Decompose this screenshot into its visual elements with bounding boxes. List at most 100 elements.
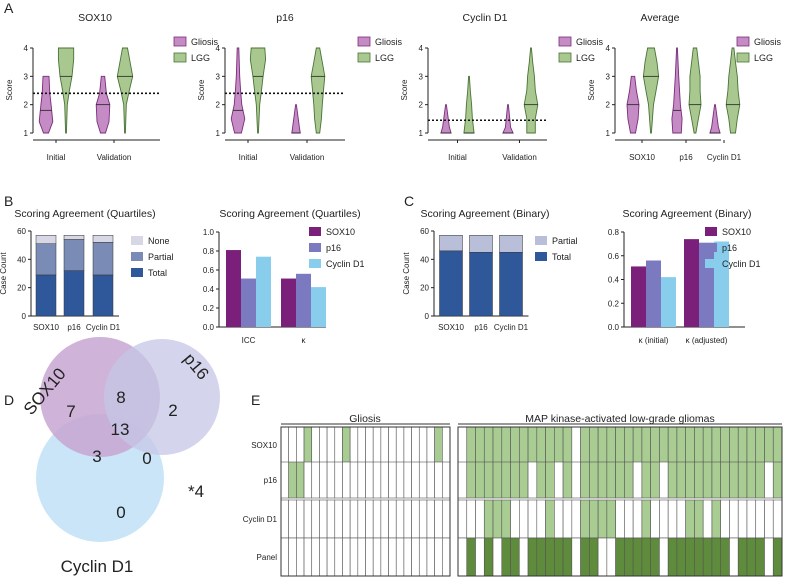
heatmap-cell-gliosis-2-17 bbox=[411, 499, 420, 539]
heatmap-cell-lgg-2-36 bbox=[772, 499, 783, 539]
bar-4-1-total bbox=[63, 270, 85, 317]
heatmap-cell-lgg-1-36 bbox=[772, 461, 783, 499]
bar-5-0-0 bbox=[226, 250, 241, 327]
heatmap-cell-gliosis-1-21 bbox=[442, 461, 451, 499]
heatmap-cell-lgg-3-35 bbox=[764, 537, 774, 577]
heatmap-cell-lgg-2-22 bbox=[650, 499, 660, 539]
heatmap-cell-gliosis-2-19 bbox=[426, 499, 435, 539]
legend-label-b6-1: Total bbox=[552, 252, 571, 262]
heatmap-cell-gliosis-3-15 bbox=[395, 537, 405, 577]
heatmap-cell-gliosis-1-19 bbox=[426, 461, 435, 499]
heatmap-cell-lgg-3-6 bbox=[510, 537, 520, 577]
heatmap-cell-gliosis-0-18 bbox=[418, 426, 428, 464]
bar-7-1-1 bbox=[699, 242, 714, 327]
x-tick-label-2-0: Initial bbox=[448, 153, 467, 162]
heatmap-cell-gliosis-0-1 bbox=[288, 426, 297, 464]
heatmap-cell-lgg-2-23 bbox=[659, 499, 669, 539]
heatmap-cell-lgg-1-18 bbox=[615, 461, 625, 499]
heatmap-cell-lgg-3-12 bbox=[562, 537, 573, 577]
heatmap-cell-lgg-1-30 bbox=[720, 461, 730, 499]
x-tick-label-1-1: Validation bbox=[290, 153, 325, 162]
heatmap-cell-lgg-2-14 bbox=[580, 499, 590, 539]
heatmap-cell-lgg-3-7 bbox=[518, 537, 529, 577]
heatmap-cell-lgg-1-28 bbox=[702, 461, 713, 499]
heatmap-cell-gliosis-0-8 bbox=[342, 426, 351, 464]
heatmap-cell-lgg-3-11 bbox=[554, 537, 564, 577]
heatmap-cell-lgg-0-18 bbox=[615, 426, 625, 464]
heatmap-cell-lgg-3-16 bbox=[597, 537, 608, 577]
violin-title-3: Average bbox=[641, 12, 680, 24]
violin-1-0-lgg bbox=[249, 47, 267, 134]
heatmap-cell-lgg-1-6 bbox=[510, 461, 520, 499]
y-tick-label-2-1: 2 bbox=[419, 101, 424, 110]
panel-label-b: B bbox=[4, 193, 13, 209]
heatmap-cell-lgg-2-31 bbox=[729, 499, 739, 539]
violin-3-2-gliosis bbox=[709, 104, 721, 134]
legend-swatch-a1-0 bbox=[357, 36, 371, 47]
heatmap-cell-lgg-2-33 bbox=[746, 499, 757, 539]
heatmap-cell-lgg-3-20 bbox=[632, 537, 643, 577]
x-tick-label-6-1: p16 bbox=[474, 323, 488, 332]
y-tick-label-5-4: 0.8 bbox=[203, 247, 215, 256]
violin-3-0-lgg bbox=[642, 47, 660, 134]
x-tick-label-0-1: Validation bbox=[97, 153, 132, 162]
y-tick-label-6-0: 0 bbox=[425, 312, 430, 321]
venn-value-sox10-only: 7 bbox=[66, 402, 75, 421]
heatmap-group-0: Gliosis bbox=[349, 413, 381, 425]
heatmap-cell-gliosis-2-5 bbox=[319, 499, 328, 539]
heatmap-cell-gliosis-1-17 bbox=[411, 461, 420, 499]
heatmap-cell-lgg-0-8 bbox=[527, 426, 538, 464]
x-tick-label-4-1: p16 bbox=[67, 323, 81, 332]
heatmap-cell-lgg-3-21 bbox=[641, 537, 651, 577]
heatmap-cell-lgg-1-4 bbox=[492, 461, 503, 499]
heatmap-cell-lgg-0-17 bbox=[606, 426, 616, 464]
bar-5-1-1 bbox=[296, 273, 311, 327]
bar-4-1-partial bbox=[63, 239, 85, 271]
heatmap-cell-lgg-0-2 bbox=[475, 426, 485, 464]
y-tick-label-6-3: 60 bbox=[420, 227, 429, 236]
heatmap-cell-lgg-0-11 bbox=[554, 426, 564, 464]
heatmap-cell-gliosis-3-16 bbox=[403, 537, 412, 577]
legend-label-a1-1: LGG bbox=[375, 53, 394, 63]
venn-value-p16-only: 2 bbox=[168, 401, 177, 420]
bar-5-1-0 bbox=[281, 278, 296, 327]
heatmap-cell-lgg-2-17 bbox=[606, 499, 616, 539]
heatmap-cell-lgg-0-20 bbox=[632, 426, 643, 464]
heatmap-cell-lgg-1-13 bbox=[571, 461, 581, 499]
legend-swatch-g7-2 bbox=[705, 259, 717, 268]
violin-3-2-lgg bbox=[725, 47, 741, 134]
heatmap-cell-gliosis-1-15 bbox=[395, 461, 405, 499]
bar-5-0-1 bbox=[241, 278, 256, 327]
heatmap-cell-gliosis-0-14 bbox=[388, 426, 397, 464]
heatmap-cell-gliosis-0-5 bbox=[319, 426, 328, 464]
heatmap-cell-lgg-2-0 bbox=[457, 499, 468, 539]
bar-6-2-partial bbox=[499, 235, 523, 253]
heatmap-cell-lgg-2-30 bbox=[720, 499, 730, 539]
violin-1-1-gliosis bbox=[291, 104, 301, 134]
heatmap-cell-gliosis-2-0 bbox=[280, 499, 289, 539]
bar-4-0-total bbox=[35, 274, 57, 317]
heatmap-cell-lgg-2-21 bbox=[641, 499, 651, 539]
heatmap-cell-lgg-1-22 bbox=[650, 461, 660, 499]
heatmap-cell-gliosis-0-7 bbox=[334, 426, 343, 464]
heatmap-cell-gliosis-3-4 bbox=[311, 537, 320, 577]
heatmap-cell-gliosis-0-11 bbox=[365, 426, 374, 464]
heatmap-cell-gliosis-3-11 bbox=[365, 537, 374, 577]
heatmap-cell-lgg-0-15 bbox=[589, 426, 599, 464]
y-tick-label-4-0: 0 bbox=[22, 312, 27, 321]
heatmap-cell-lgg-2-5 bbox=[501, 499, 511, 539]
venn-outside-count: *4 bbox=[188, 482, 204, 501]
venn-value-sox10-p16: 8 bbox=[116, 388, 125, 407]
heatmap-cell-lgg-0-12 bbox=[562, 426, 573, 464]
violin-2-0-gliosis bbox=[440, 104, 452, 134]
heatmap-cell-lgg-2-12 bbox=[562, 499, 573, 539]
y-tick-label-0-0: 1 bbox=[24, 129, 29, 138]
y-tick-label-6-1: 20 bbox=[420, 284, 429, 293]
heatmap-cell-gliosis-2-7 bbox=[334, 499, 343, 539]
heatmap-cell-gliosis-1-14 bbox=[388, 461, 397, 499]
legend-swatch-g5-1 bbox=[309, 243, 321, 252]
heatmap-cell-lgg-3-0 bbox=[457, 537, 468, 577]
venn-value-cyclin-only: 0 bbox=[116, 503, 125, 522]
bar-5-0-2 bbox=[256, 256, 271, 327]
heatmap-cell-lgg-3-31 bbox=[729, 537, 739, 577]
